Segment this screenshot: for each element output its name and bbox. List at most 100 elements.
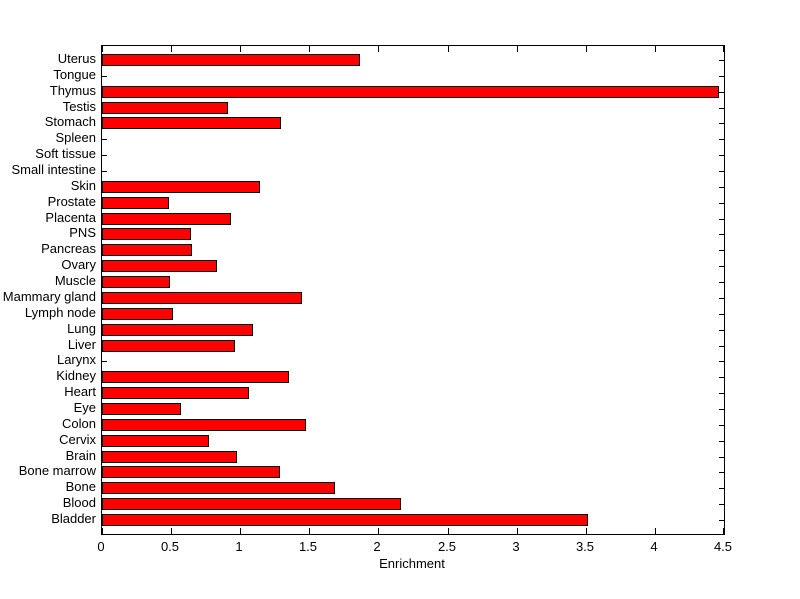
x-tick-label: 0.5 (160, 539, 180, 554)
y-tick-mark (102, 76, 107, 77)
bar-bone (102, 482, 335, 494)
y-tick-mark (719, 60, 724, 61)
x-axis-title: Enrichment (379, 556, 445, 571)
bar-blood (102, 498, 401, 510)
bar-eye (102, 403, 181, 415)
y-tick-label: Brain (65, 448, 96, 463)
bar-bone-marrow (102, 466, 280, 478)
bar-muscle (102, 276, 170, 288)
y-tick-mark (719, 330, 724, 331)
y-tick-mark (719, 139, 724, 140)
y-tick-mark (719, 203, 724, 204)
bar-lymph-node (102, 308, 173, 320)
bar-kidney (102, 371, 289, 383)
bar-placenta (102, 213, 231, 225)
y-tick-label: Liver (67, 337, 96, 352)
y-tick-label: Skin (70, 178, 96, 193)
x-tick-mark (586, 528, 587, 534)
y-tick-label: Cervix (59, 432, 96, 447)
x-tick-mark (171, 46, 172, 52)
y-tick-mark (719, 377, 724, 378)
bar-prostate (102, 197, 169, 209)
x-tick-mark (586, 46, 587, 52)
y-tick-label: Larynx (56, 352, 96, 367)
bar-thymus (102, 86, 719, 98)
y-tick-mark (719, 488, 724, 489)
bar-pancreas (102, 244, 192, 256)
bar-brain (102, 451, 237, 463)
x-tick-mark (378, 46, 379, 52)
x-tick-mark (655, 528, 656, 534)
bar-heart (102, 387, 249, 399)
y-tick-mark (719, 92, 724, 93)
bar-cervix (102, 435, 209, 447)
y-tick-label: Mammary gland (2, 289, 96, 304)
x-tick-mark (240, 46, 241, 52)
y-tick-label: Bone marrow (18, 463, 96, 478)
y-tick-mark (719, 108, 724, 109)
y-tick-label: Kidney (56, 368, 96, 383)
y-tick-label: Colon (62, 416, 96, 431)
x-tick-mark (655, 46, 656, 52)
x-tick-label: 2.5 (437, 539, 457, 554)
bar-mammary-gland (102, 292, 302, 304)
y-tick-mark (102, 171, 107, 172)
y-tick-mark (719, 314, 724, 315)
y-tick-mark (719, 76, 724, 77)
y-tick-mark (719, 155, 724, 156)
x-tick-mark (309, 528, 310, 534)
y-tick-label: Prostate (47, 194, 96, 209)
x-tick-label: 4 (650, 539, 658, 554)
x-tick-mark (378, 528, 379, 534)
y-tick-mark (719, 457, 724, 458)
y-tick-mark (719, 219, 724, 220)
y-tick-label: Pancreas (41, 241, 96, 256)
y-tick-label: Heart (64, 384, 96, 399)
y-tick-label: Bone (65, 479, 96, 494)
x-tick-mark (102, 46, 103, 52)
y-tick-mark (102, 361, 107, 362)
y-tick-mark (719, 123, 724, 124)
x-tick-label: 4.5 (713, 539, 733, 554)
x-tick-mark (723, 528, 724, 534)
y-tick-label: Uterus (57, 51, 96, 66)
bar-bladder (102, 514, 588, 526)
y-tick-label: Spleen (55, 130, 96, 145)
y-tick-mark (719, 298, 724, 299)
y-tick-label: Bladder (51, 511, 96, 526)
bar-stomach (102, 117, 281, 129)
y-tick-mark (102, 139, 107, 140)
x-tick-label: 3 (512, 539, 520, 554)
y-tick-mark (719, 441, 724, 442)
bar-liver (102, 340, 235, 352)
y-tick-mark (719, 393, 724, 394)
y-tick-mark (719, 171, 724, 172)
x-tick-mark (448, 528, 449, 534)
y-tick-mark (719, 282, 724, 283)
y-tick-mark (719, 361, 724, 362)
y-tick-label: Eye (73, 400, 96, 415)
y-tick-mark (719, 234, 724, 235)
y-tick-mark (719, 425, 724, 426)
x-tick-mark (171, 528, 172, 534)
x-tick-mark (517, 528, 518, 534)
y-tick-label: Blood (62, 495, 96, 510)
x-tick-label: 1 (235, 539, 243, 554)
y-tick-mark (719, 520, 724, 521)
y-tick-label: Ovary (61, 257, 96, 272)
x-tick-mark (309, 46, 310, 52)
x-tick-label: 1.5 (298, 539, 318, 554)
y-tick-mark (102, 155, 107, 156)
x-tick-mark (240, 528, 241, 534)
bar-colon (102, 419, 306, 431)
bar-ovary (102, 260, 217, 272)
x-tick-label: 0 (97, 539, 105, 554)
plot-area (101, 45, 725, 535)
x-tick-mark (448, 46, 449, 52)
y-tick-label: Lung (67, 321, 96, 336)
y-tick-mark (719, 250, 724, 251)
y-tick-mark (719, 409, 724, 410)
y-tick-label: Stomach (44, 114, 96, 129)
bar-skin (102, 181, 260, 193)
